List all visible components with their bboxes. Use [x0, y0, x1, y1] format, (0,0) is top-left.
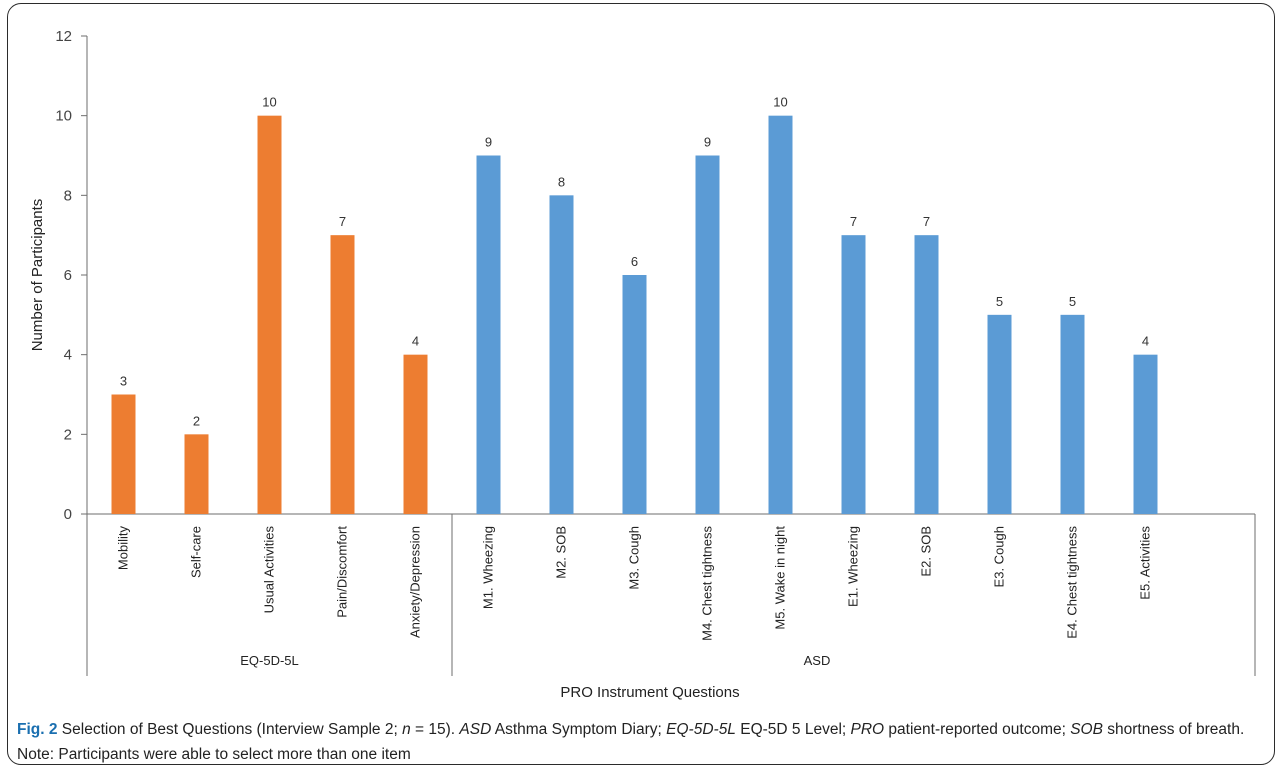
data-label: 2: [193, 413, 200, 428]
data-label: 5: [996, 294, 1003, 309]
caption-asd-def: Asthma Symptom Diary;: [491, 721, 667, 738]
category-label: M4. Chest tightness: [700, 526, 715, 641]
data-label: 5: [1069, 294, 1076, 309]
bar: [841, 235, 866, 514]
data-label: 6: [631, 254, 638, 269]
category-label: M1. Wheezing: [481, 526, 496, 609]
bar: [184, 434, 209, 514]
caption-fig-label: Fig. 2: [17, 721, 58, 738]
chart-bars: 3 2 10 7 4 9 8 6 9 10 7 7 5 5 4: [111, 95, 1158, 515]
caption-pro-abbr: PRO: [850, 721, 885, 738]
category-label: Usual Activities: [262, 526, 277, 614]
caption-pro-def: patient-reported outcome;: [884, 721, 1071, 738]
y-tick-label: 12: [55, 28, 72, 45]
caption-eq-def: EQ-5D 5 Level;: [735, 721, 851, 738]
data-label: 9: [485, 135, 492, 150]
caption-sob-def: shortness of breath. Note: Participants …: [17, 721, 1245, 763]
bar: [914, 235, 939, 514]
category-label: E5. Activities: [1138, 526, 1153, 600]
data-label: 4: [412, 334, 419, 349]
group-label: ASD: [804, 653, 831, 668]
bar: [987, 314, 1012, 514]
data-label: 10: [773, 95, 787, 110]
y-tick-label: 4: [64, 347, 72, 364]
category-label: Self-care: [189, 526, 204, 578]
chart-axes: 0 2 4 6 8 10 12 Mobility Self-care Usual Activiti…: [55, 28, 1256, 676]
y-tick-label: 6: [64, 267, 72, 284]
bar: [403, 354, 428, 514]
category-label: E2. SOB: [919, 526, 934, 577]
bar: [1060, 314, 1085, 514]
category-label: Anxiety/Depression: [408, 526, 423, 638]
bar: [622, 275, 647, 514]
data-label: 7: [850, 214, 857, 229]
bar: [695, 155, 720, 514]
data-label: 7: [339, 214, 346, 229]
bar: [476, 155, 501, 514]
caption-asd-abbr: ASD: [459, 721, 492, 738]
y-tick-label: 0: [64, 506, 72, 523]
data-label: 8: [558, 174, 565, 189]
caption-n: n: [402, 721, 411, 738]
category-label: M5. Wake in night: [773, 526, 788, 630]
data-label: 4: [1142, 334, 1149, 349]
bar-chart: 0 2 4 6 8 10 12 Mobility Self-care Usual Activiti…: [29, 28, 1256, 701]
category-label: E3. Cough: [992, 526, 1007, 587]
data-label: 9: [704, 135, 711, 150]
data-label: 3: [120, 374, 127, 389]
x-axis-label: PRO Instrument Questions: [560, 684, 739, 701]
y-tick-label: 2: [64, 426, 72, 443]
bar: [257, 115, 282, 515]
y-tick-label: 10: [55, 108, 72, 125]
category-label: Pain/Discomfort: [335, 526, 350, 618]
category-label: M3. Cough: [627, 526, 642, 590]
bar: [549, 195, 574, 515]
group-label: EQ-5D-5L: [240, 653, 299, 668]
y-axis-label: Number of Participants: [29, 199, 46, 352]
bar: [1133, 354, 1158, 514]
caption-eq-abbr: EQ-5D-5L: [666, 721, 736, 738]
category-label: Mobility: [116, 526, 131, 571]
bar: [330, 235, 355, 514]
y-tick-label: 8: [64, 187, 72, 204]
figure-caption: Fig. 2 Selection of Best Questions (Inte…: [17, 717, 1257, 767]
bar: [768, 115, 793, 515]
data-label: 7: [923, 214, 930, 229]
data-label: 10: [262, 95, 276, 110]
bar: [111, 394, 136, 514]
category-label: E4. Chest tightness: [1065, 526, 1080, 639]
category-label: M2. SOB: [554, 526, 569, 579]
category-label: E1. Wheezing: [846, 526, 861, 607]
caption-text-1: Selection of Best Questions (Interview S…: [57, 721, 403, 738]
caption-sob-abbr: SOB: [1070, 721, 1103, 738]
caption-text-2: = 15).: [410, 721, 460, 738]
